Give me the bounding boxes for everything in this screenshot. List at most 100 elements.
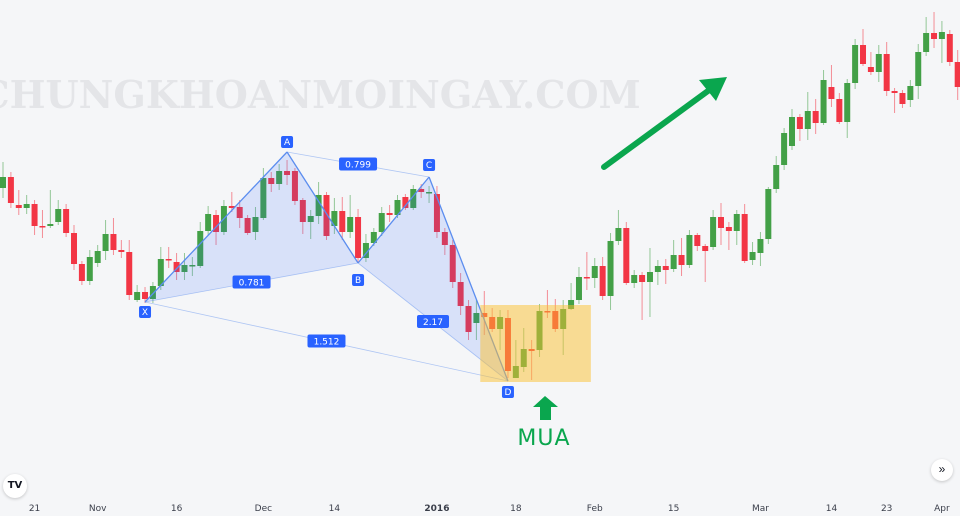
candle (733, 210, 740, 245)
candle (725, 222, 732, 250)
candle-body (299, 200, 306, 222)
candle (378, 207, 385, 236)
candle (181, 253, 188, 280)
point-badge (423, 159, 436, 171)
candle-body (189, 265, 196, 267)
candle (828, 65, 835, 107)
candle (110, 218, 117, 255)
candle-body (47, 224, 54, 226)
candle (678, 238, 685, 276)
candle-body (789, 117, 795, 146)
candle-body (457, 282, 464, 306)
candle (323, 192, 330, 240)
candle-body (702, 246, 709, 251)
candle (433, 186, 440, 238)
candle-body (197, 231, 204, 266)
candle (386, 205, 393, 222)
candle (299, 198, 306, 234)
candle (410, 185, 417, 210)
candle-body (323, 195, 330, 236)
candle (268, 172, 275, 192)
x-tick-label: Apr (934, 504, 950, 514)
point-label: D (504, 388, 511, 398)
candle-body (205, 214, 212, 231)
candle (583, 252, 590, 290)
candle (315, 182, 322, 224)
candle (741, 204, 748, 263)
annotation-arrows (533, 77, 727, 420)
candles (0, 12, 960, 380)
x-tick-label: 16 (171, 504, 183, 514)
candle (796, 114, 803, 141)
candle-body (725, 227, 732, 231)
candle-body (915, 52, 922, 86)
buy-zone (480, 305, 591, 382)
candle-body (923, 33, 930, 52)
candle-body (954, 62, 960, 87)
x-tick-label: Dec (255, 504, 272, 514)
candle (749, 242, 756, 265)
candle (473, 300, 480, 340)
buy-zone-rect (480, 305, 591, 382)
candle (23, 195, 30, 214)
candle-body (402, 197, 409, 208)
candle-body (15, 205, 22, 208)
candle (631, 270, 638, 288)
candle (465, 300, 472, 340)
candle-body (836, 99, 843, 122)
candle (867, 52, 874, 75)
candle-body (284, 171, 291, 175)
candle-body (276, 171, 283, 184)
candle-body (291, 171, 298, 201)
candle-body (678, 255, 685, 265)
candle-body (717, 217, 724, 228)
x-tick-label: 14 (329, 504, 341, 514)
candle (702, 244, 709, 282)
candle-body (899, 93, 906, 104)
x-tick-label: Nov (89, 504, 107, 514)
candle-body (260, 178, 267, 218)
ratio-value: 0.799 (345, 161, 371, 171)
candle-body (473, 313, 480, 323)
candle-body (575, 277, 582, 300)
candle-body (749, 252, 756, 260)
x-tick-label: 2016 (424, 504, 449, 514)
candle-body (71, 233, 78, 264)
candle (331, 198, 338, 234)
candle (94, 245, 101, 267)
candle-body (599, 266, 606, 296)
candle-body (149, 286, 156, 299)
candle (0, 162, 6, 198)
buy-arrow-icon (533, 396, 558, 420)
scroll-to-latest-button[interactable]: » (931, 459, 953, 481)
candle-body (631, 275, 638, 283)
candle (252, 207, 259, 240)
candle (118, 240, 125, 258)
tradingview-logo[interactable]: TV (3, 474, 27, 498)
candle (205, 206, 212, 235)
candle-body (860, 45, 867, 64)
candle-body (418, 189, 425, 192)
candle (717, 203, 724, 245)
ratio-badge (417, 315, 450, 328)
candle-body (86, 257, 93, 281)
trend-arrow-icon (601, 85, 715, 170)
candle-body (686, 235, 693, 265)
candle (875, 45, 882, 82)
candle-body (654, 266, 661, 272)
candle (362, 234, 369, 262)
candle-body (426, 192, 433, 194)
x-tick-label: 15 (668, 504, 679, 514)
candle (781, 128, 788, 170)
pattern-leg (357, 176, 430, 264)
candle-body (623, 228, 630, 283)
candle-body (165, 259, 172, 261)
ratio-badge (339, 157, 378, 171)
candle-body (812, 111, 819, 123)
candle (228, 192, 235, 212)
candle (7, 172, 14, 208)
candle-body (362, 243, 369, 258)
candle (710, 210, 717, 250)
pattern-leg (144, 151, 288, 303)
